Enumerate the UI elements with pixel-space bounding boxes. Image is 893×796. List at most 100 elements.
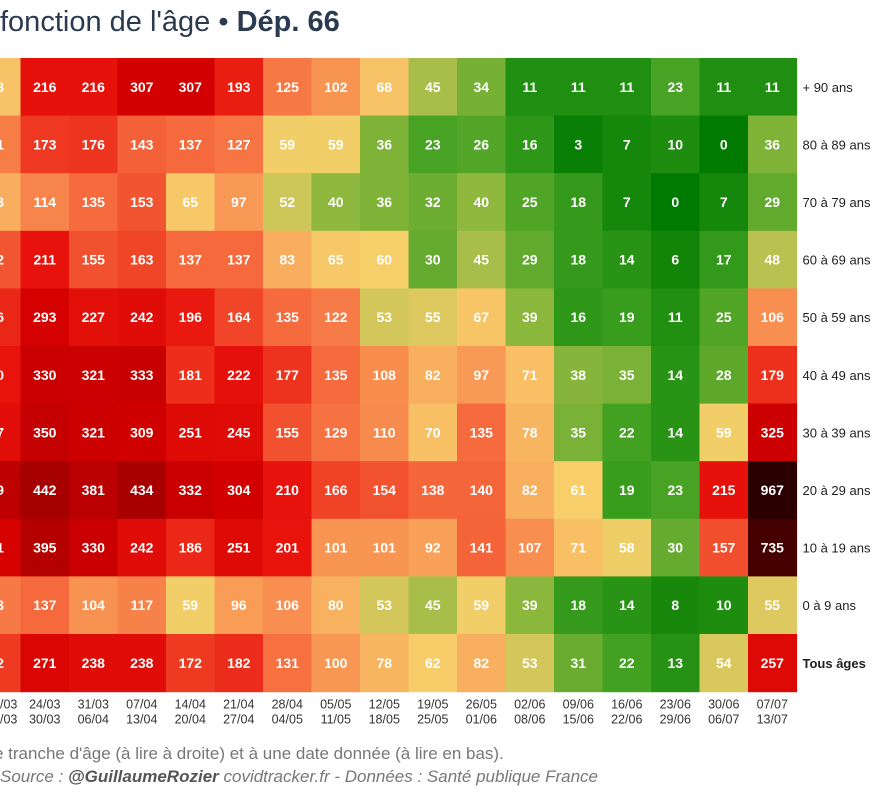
heatmap-cell bbox=[311, 461, 361, 520]
heatmap-cell bbox=[408, 115, 458, 174]
cell-value-label: 179 bbox=[761, 367, 785, 383]
row-label: 80 à 89 ans bbox=[803, 137, 871, 152]
heatmap-cell bbox=[214, 461, 264, 520]
heatmap-cell bbox=[457, 576, 507, 635]
heatmap-cell bbox=[311, 518, 361, 577]
heatmap-cell bbox=[408, 634, 458, 693]
cell-value-label: 61 bbox=[570, 482, 586, 498]
source-author: @GuillaumeRozier bbox=[68, 767, 219, 786]
column-label-start: 28/04 bbox=[272, 698, 303, 712]
cell-value-label: 45 bbox=[473, 252, 489, 268]
heatmap-cell bbox=[554, 115, 604, 174]
cell-value-label: 332 bbox=[179, 482, 203, 498]
cell-value-label: 395 bbox=[33, 540, 57, 556]
cell-value-label: 55 bbox=[764, 597, 780, 613]
cell-value-label: 216 bbox=[33, 79, 57, 95]
heatmap-cell bbox=[554, 288, 604, 347]
cell-value-label: 7 bbox=[623, 194, 631, 210]
heatmap-cell bbox=[699, 230, 749, 289]
column-label-end: /03 bbox=[0, 713, 17, 727]
cell-value-label: 39 bbox=[522, 309, 538, 325]
heatmap-cell bbox=[214, 173, 264, 232]
column-label-start: 30/06 bbox=[708, 698, 739, 712]
cell-value-label: 16 bbox=[522, 136, 538, 152]
heatmap-cell bbox=[408, 173, 458, 232]
cell-value-label: 68 bbox=[376, 79, 392, 95]
cell-value-label: 157 bbox=[712, 540, 736, 556]
heatmap-cell bbox=[554, 346, 604, 405]
heatmap-cell bbox=[699, 173, 749, 232]
heatmap-cell bbox=[602, 58, 652, 117]
heatmap-cell bbox=[699, 288, 749, 347]
heatmap-cell bbox=[505, 230, 555, 289]
heatmap-cell bbox=[20, 346, 70, 405]
cell-value-label: 227 bbox=[82, 309, 106, 325]
cell-value-label: 14 bbox=[619, 252, 635, 268]
cell-value-label: 65 bbox=[182, 194, 198, 210]
cell-value-label: 293 bbox=[33, 309, 57, 325]
cell-value-label: 381 bbox=[82, 482, 106, 498]
heatmap-cell bbox=[505, 115, 555, 174]
heatmap-cell bbox=[505, 461, 555, 520]
cell-value-label: 164 bbox=[227, 309, 251, 325]
cell-value-label: 108 bbox=[373, 367, 397, 383]
heatmap-cell bbox=[69, 58, 119, 117]
cell-value-label: 32 bbox=[425, 194, 441, 210]
cell-value-label: 325 bbox=[761, 424, 785, 440]
heatmap-cell bbox=[505, 346, 555, 405]
cell-value-label: 52 bbox=[279, 194, 295, 210]
column-label-end: 04/05 bbox=[272, 713, 303, 727]
cell-value-label: 330 bbox=[33, 367, 57, 383]
cell-value-label: 11 bbox=[765, 79, 780, 95]
heatmap-cell bbox=[117, 58, 167, 117]
cell-value-label: 7 bbox=[623, 136, 631, 152]
heatmap-cell bbox=[651, 518, 701, 577]
heatmap-cell bbox=[0, 634, 22, 693]
heatmap-cell bbox=[360, 288, 410, 347]
column-label-start: 21/04 bbox=[223, 698, 254, 712]
heatmap-cell bbox=[263, 346, 313, 405]
heatmap-cell bbox=[69, 230, 119, 289]
column-label-end: 27/04 bbox=[223, 713, 254, 727]
heatmap-cell bbox=[0, 461, 22, 520]
heatmap-cell bbox=[117, 115, 167, 174]
row-label: Tous âges bbox=[803, 656, 866, 671]
heatmap-cell bbox=[699, 518, 749, 577]
cell-value-label: 3 bbox=[574, 136, 582, 152]
heatmap-cell bbox=[214, 288, 264, 347]
cell-value-label: 53 bbox=[376, 597, 392, 613]
heatmap-cell bbox=[602, 403, 652, 462]
cell-value-label: 333 bbox=[130, 367, 154, 383]
cell-value-label: 135 bbox=[470, 424, 494, 440]
cell-value-label: 307 bbox=[179, 79, 203, 95]
heatmap-cell bbox=[20, 58, 70, 117]
cell-value-label: 245 bbox=[227, 424, 251, 440]
heatmap-cell bbox=[748, 518, 798, 577]
cell-value-label: 251 bbox=[227, 540, 251, 556]
heatmap-cell bbox=[117, 173, 167, 232]
heatmap-cell bbox=[457, 461, 507, 520]
cell-value-label: 30 bbox=[667, 540, 683, 556]
heatmap-cell bbox=[457, 634, 507, 693]
cell-value-label: 172 bbox=[179, 655, 203, 671]
column-label-end: 06/07 bbox=[708, 713, 739, 727]
cell-value-label: 21 bbox=[0, 136, 4, 152]
cell-value-label: 78 bbox=[376, 655, 392, 671]
heatmap-cell bbox=[166, 576, 216, 635]
cell-value-label: 101 bbox=[373, 540, 397, 556]
heatmap-cell bbox=[408, 461, 458, 520]
heatmap-cell bbox=[651, 58, 701, 117]
heatmap-cell bbox=[311, 230, 361, 289]
cell-value-label: 163 bbox=[130, 252, 154, 268]
heatmap-cell bbox=[602, 576, 652, 635]
cell-value-label: 29 bbox=[522, 252, 538, 268]
heatmap-cell bbox=[166, 115, 216, 174]
heatmap-cell bbox=[457, 173, 507, 232]
column-label-end: 30/03 bbox=[29, 713, 60, 727]
heatmap-cell bbox=[748, 403, 798, 462]
heatmap-cell bbox=[214, 58, 264, 117]
cell-value-label: 177 bbox=[276, 367, 300, 383]
heatmap-cell bbox=[0, 346, 22, 405]
heatmap-cell bbox=[69, 461, 119, 520]
heatmap-cell bbox=[748, 230, 798, 289]
